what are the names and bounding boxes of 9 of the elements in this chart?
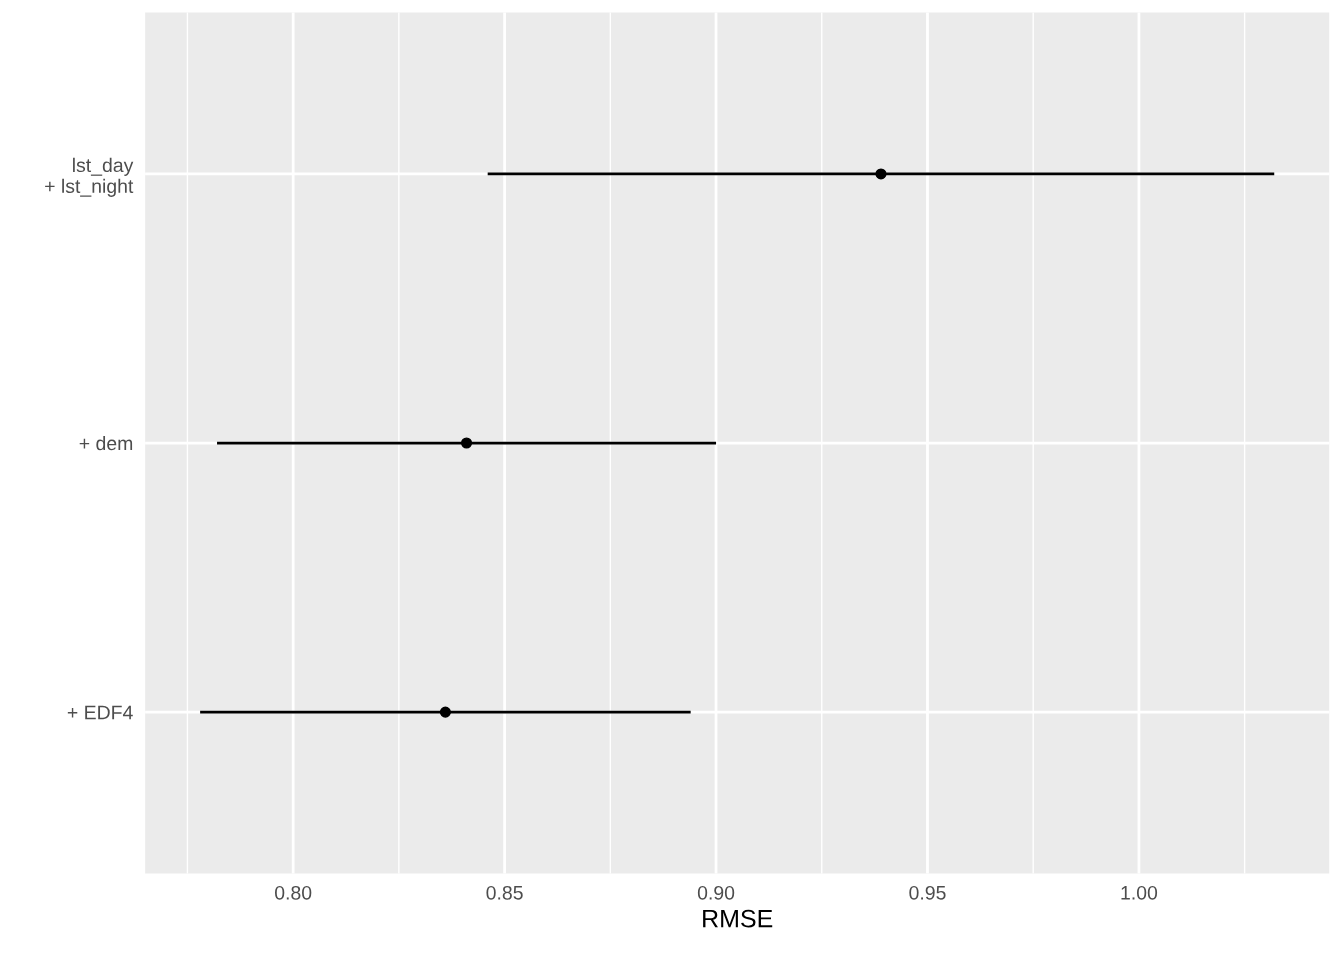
x-axis-title: RMSE bbox=[703, 909, 773, 928]
x-tick-label: 0.95 bbox=[909, 885, 946, 900]
x-tick-label: 0.90 bbox=[697, 885, 735, 900]
y-tick-label: + EDF4 bbox=[67, 705, 133, 720]
y-tick-label: lst_day + lst_night bbox=[45, 157, 134, 197]
x-tick-label: 1.00 bbox=[1121, 885, 1158, 900]
x-tick-label: 0.80 bbox=[275, 885, 312, 900]
y-tick-label: + dem bbox=[79, 435, 133, 451]
x-tick-label: 0.85 bbox=[486, 885, 523, 900]
